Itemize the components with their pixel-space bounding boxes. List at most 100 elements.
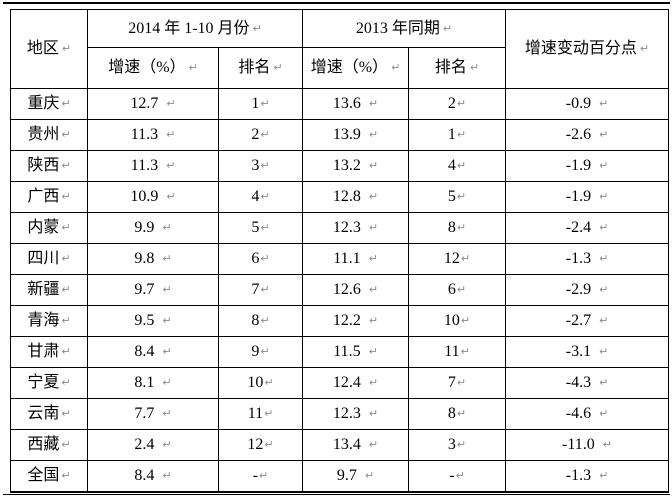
paragraph-mark-icon: ↵ bbox=[61, 97, 71, 110]
rank-2013-cell-value: 8 bbox=[447, 219, 456, 236]
paragraph-mark-icon: ↵ bbox=[162, 468, 172, 482]
paragraph-mark-icon: ↵ bbox=[61, 376, 71, 389]
paragraph-mark-icon: ↵ bbox=[61, 190, 71, 203]
table-row: 内蒙 ↵ 9.9 ↵ 5↵ 12.3 ↵ 8↵ -2.4 ↵ bbox=[10, 212, 670, 244]
rank-2014-cell-value: 1 bbox=[251, 95, 260, 112]
rank-2013-cell-value: - bbox=[449, 466, 455, 484]
change-cell-value: -4.3 bbox=[565, 374, 592, 391]
rate-2014-cell: 9.8 ↵ bbox=[87, 243, 219, 275]
rate-2014-cell: 9.5 ↵ bbox=[87, 305, 219, 337]
rank-2013-cell-value: 7 bbox=[447, 374, 456, 391]
rate-2014-cell-value: 9.7 bbox=[134, 281, 155, 298]
paragraph-mark-icon: ↵ bbox=[162, 283, 172, 296]
rate-2014-cell-value: 11.3 bbox=[130, 126, 159, 143]
rank-2013-cell: 12↵ bbox=[407, 243, 507, 275]
paragraph-mark-icon: ↵ bbox=[368, 128, 379, 141]
rate-2013-cell-value: 12.3 bbox=[332, 405, 361, 422]
rate-2014-cell-value: 8.4 bbox=[134, 466, 155, 484]
rate-2014-cell: 8.4 ↵ bbox=[87, 336, 219, 368]
paragraph-mark-icon: ↵ bbox=[264, 376, 274, 389]
paragraph-mark-icon: ↵ bbox=[260, 128, 270, 141]
paragraph-mark-icon: ↵ bbox=[166, 128, 176, 141]
paragraph-mark-icon: ↵ bbox=[61, 42, 72, 55]
paragraph-mark-icon: ↵ bbox=[162, 252, 172, 265]
paragraph-mark-icon: ↵ bbox=[599, 468, 609, 482]
table-row: 宁夏 ↵ 8.1 ↵ 10↵ 12.4 ↵ 7↵ -4.3 ↵ bbox=[10, 367, 670, 399]
rank-2014-cell: 5↵ bbox=[218, 212, 303, 244]
table-row: 新疆 ↵ 9.7 ↵ 7↵ 12.6 ↵ 6↵ -2.9 ↵ bbox=[10, 274, 670, 306]
paragraph-mark-icon: ↵ bbox=[456, 407, 467, 420]
change-cell-value: -2.6 bbox=[565, 126, 592, 143]
paragraph-mark-icon: ↵ bbox=[599, 97, 609, 110]
rank-2014-cell: 12↵ bbox=[218, 429, 303, 461]
change-cell: -4.6 ↵ bbox=[505, 398, 670, 430]
change-cell-value: -4.6 bbox=[565, 405, 592, 422]
rank-2014-cell: 10↵ bbox=[218, 367, 303, 399]
region-cell-value: 广西 bbox=[27, 188, 60, 205]
rate-2014-cell-value: 9.9 bbox=[134, 219, 155, 236]
paragraph-mark-icon: ↵ bbox=[456, 283, 467, 296]
rate-2014-cell-value: 2.4 bbox=[134, 436, 155, 453]
rate-2013-subheader-label: 增速（%） bbox=[310, 59, 389, 76]
rank-2013-cell-value: 10 bbox=[443, 312, 460, 329]
table-row: 甘肃 ↵ 8.4 ↵ 9↵ 11.5 ↵ 11↵ -3.1 ↵ bbox=[10, 336, 670, 368]
paragraph-mark-icon: ↵ bbox=[391, 61, 401, 74]
paragraph-mark-icon: ↵ bbox=[260, 252, 270, 265]
paragraph-mark-icon: ↵ bbox=[61, 468, 71, 482]
paragraph-mark-icon: ↵ bbox=[264, 407, 274, 420]
region-cell-value: 贵州 bbox=[27, 126, 60, 143]
paragraph-mark-icon: ↵ bbox=[162, 376, 172, 389]
paragraph-mark-icon: ↵ bbox=[460, 252, 471, 265]
rank-2014-cell-value: 6 bbox=[251, 250, 260, 267]
rate-2013-cell: 13.6 ↵ bbox=[302, 88, 409, 120]
paragraph-mark-icon: ↵ bbox=[368, 97, 379, 110]
rate-2013-cell: 13.2 ↵ bbox=[302, 150, 409, 182]
paragraph-mark-icon: ↵ bbox=[368, 159, 379, 172]
paragraph-mark-icon: ↵ bbox=[599, 376, 609, 389]
rate-2013-cell: 13.9 ↵ bbox=[302, 119, 409, 151]
region-cell-value: 内蒙 bbox=[27, 219, 60, 236]
rate-2014-cell: 8.4 ↵ bbox=[87, 460, 219, 492]
regional-growth-rate-table: 地区 ↵ 2014 年 1-10 月份 ↵ 2013 年同期 ↵ 增速变动百分点 ↵ 增… bbox=[10, 9, 670, 493]
rate-2014-cell-value: 11.3 bbox=[130, 157, 159, 174]
region-cell-value: 重庆 bbox=[27, 95, 60, 112]
rank-2013-cell: 3↵ bbox=[407, 429, 507, 461]
table-top-double-border-line bbox=[3, 2, 670, 4]
paragraph-mark-icon: ↵ bbox=[162, 345, 172, 358]
region-cell: 宁夏 ↵ bbox=[10, 367, 88, 399]
region-cell: 全国 ↵ bbox=[10, 460, 88, 492]
rate-2013-cell-value: 9.7 bbox=[336, 466, 357, 484]
change-cell: -2.6 ↵ bbox=[505, 119, 670, 151]
rank-2013-cell-value: 1 bbox=[447, 126, 456, 143]
change-cell: -1.9 ↵ bbox=[505, 150, 670, 182]
region-cell: 西藏 ↵ bbox=[10, 429, 88, 461]
paragraph-mark-icon: ↵ bbox=[456, 376, 467, 389]
rank-2013-cell: 8↵ bbox=[407, 212, 507, 244]
paragraph-mark-icon: ↵ bbox=[599, 407, 609, 420]
rank-2013-cell: 6↵ bbox=[407, 274, 507, 306]
change-cell: -2.7 ↵ bbox=[505, 305, 670, 337]
rank-2014-cell-value: 3 bbox=[251, 157, 260, 174]
rank-2014-cell: 9↵ bbox=[218, 336, 303, 368]
rank-2014-subheader-label: 排名 bbox=[238, 59, 271, 76]
paragraph-mark-icon: ↵ bbox=[162, 407, 172, 420]
rate-2014-subheader-label: 增速（%） bbox=[108, 59, 186, 76]
table-header: 地区 ↵ 2014 年 1-10 月份 ↵ 2013 年同期 ↵ 增速变动百分点 ↵ 增… bbox=[10, 9, 670, 89]
paragraph-mark-icon: ↵ bbox=[260, 314, 270, 327]
paragraph-mark-icon: ↵ bbox=[368, 221, 379, 234]
paragraph-mark-icon: ↵ bbox=[368, 438, 379, 451]
paragraph-mark-icon: ↵ bbox=[162, 314, 172, 327]
rank-2013-cell-value: 2 bbox=[447, 95, 456, 112]
table-row: 云南 ↵ 7.7 ↵ 11↵ 12.3 ↵ 8↵ -4.6 ↵ bbox=[10, 398, 670, 430]
paragraph-mark-icon: ↵ bbox=[252, 21, 262, 35]
rank-2013-cell: 11↵ bbox=[407, 336, 507, 368]
rate-2014-cell-value: 7.7 bbox=[134, 405, 155, 422]
region-cell: 云南 ↵ bbox=[10, 398, 88, 430]
rate-2014-cell-value: 9.8 bbox=[134, 250, 155, 267]
change-cell: -0.9 ↵ bbox=[505, 88, 670, 120]
rate-2013-subheader: 增速（%） ↵ bbox=[302, 47, 409, 89]
table-row: 广西 ↵ 10.9 ↵ 4↵ 12.8 ↵ 5↵ -1.9 ↵ bbox=[10, 181, 670, 213]
rate-2013-cell-value: 12.8 bbox=[332, 188, 361, 205]
rank-2014-cell: 4↵ bbox=[218, 181, 303, 213]
